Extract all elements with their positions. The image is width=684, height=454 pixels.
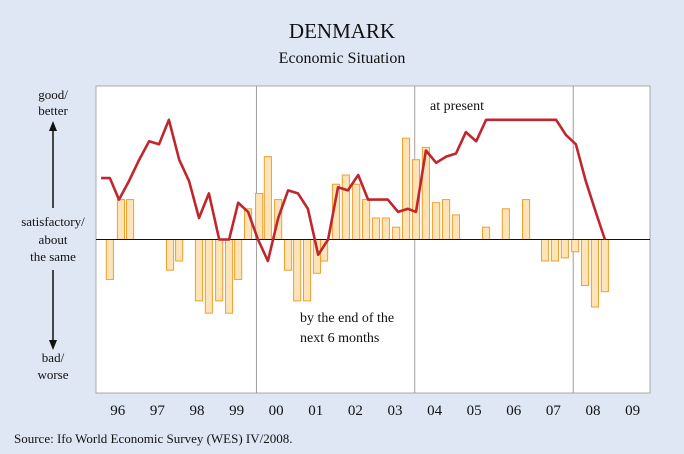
bar: [224, 239, 234, 314]
annotation-bars: by the end of the: [300, 311, 394, 326]
bar: [105, 239, 114, 280]
x-tick-label: 02: [348, 403, 363, 419]
bar: [204, 239, 213, 314]
chart-title: DENMARK: [289, 19, 395, 43]
arrow-down-head: [49, 340, 57, 350]
bar: [451, 214, 461, 241]
x-tick-label: 05: [467, 403, 482, 419]
x-tick-label: 08: [585, 403, 600, 419]
x-tick-label: 01: [308, 403, 323, 419]
y-label-middle: the same: [30, 249, 76, 264]
y-label-top: good/: [38, 87, 68, 102]
bar: [402, 137, 411, 240]
bar: [116, 199, 126, 240]
bar: [590, 239, 600, 308]
x-tick-label: 96: [110, 403, 126, 419]
bar: [381, 217, 390, 240]
bar: [550, 239, 560, 262]
bar: [441, 199, 451, 240]
bar: [571, 239, 580, 253]
bar: [352, 183, 361, 241]
x-tick-label: 09: [625, 403, 640, 419]
y-label-top: better: [38, 103, 68, 118]
y-label-middle: satisfactory/: [21, 214, 85, 229]
bar: [371, 217, 381, 240]
bar: [521, 199, 531, 240]
bar: [175, 239, 184, 262]
x-tick-label: 99: [229, 403, 244, 419]
bar: [125, 199, 135, 240]
bar: [432, 202, 441, 241]
bar: [234, 239, 243, 280]
bar: [481, 226, 491, 241]
bar: [560, 239, 569, 259]
bar: [303, 239, 312, 302]
bar: [165, 239, 175, 271]
x-tick-label: 98: [189, 403, 204, 419]
source: Source: Ifo World Economic Survey (WES) …: [14, 431, 293, 446]
bar: [341, 174, 350, 240]
x-tick-label: 00: [269, 403, 284, 419]
bar: [362, 199, 371, 240]
bar: [263, 156, 272, 240]
bar: [600, 239, 609, 293]
bar: [580, 239, 590, 287]
bar: [215, 239, 224, 302]
y-label-bottom: bad/: [42, 350, 65, 365]
bar: [194, 239, 204, 302]
y-label-middle: about: [39, 232, 68, 247]
x-tick-label: 97: [150, 403, 166, 419]
bar: [293, 239, 302, 302]
bar: [501, 208, 510, 241]
arrow-up-head: [49, 121, 57, 131]
bar: [540, 239, 550, 262]
chart-subtitle: Economic Situation: [279, 50, 406, 67]
x-tick-label: 04: [427, 403, 443, 419]
x-tick-label: 03: [387, 403, 402, 419]
x-tick-label: 07: [546, 403, 562, 419]
y-label-bottom: worse: [37, 367, 68, 382]
annotation-bars: next 6 months: [300, 331, 379, 346]
x-tick-label: 06: [506, 403, 522, 419]
bar: [283, 239, 293, 271]
annotation-line: at present: [430, 99, 484, 114]
bar: [392, 226, 401, 241]
line: [101, 118, 607, 263]
